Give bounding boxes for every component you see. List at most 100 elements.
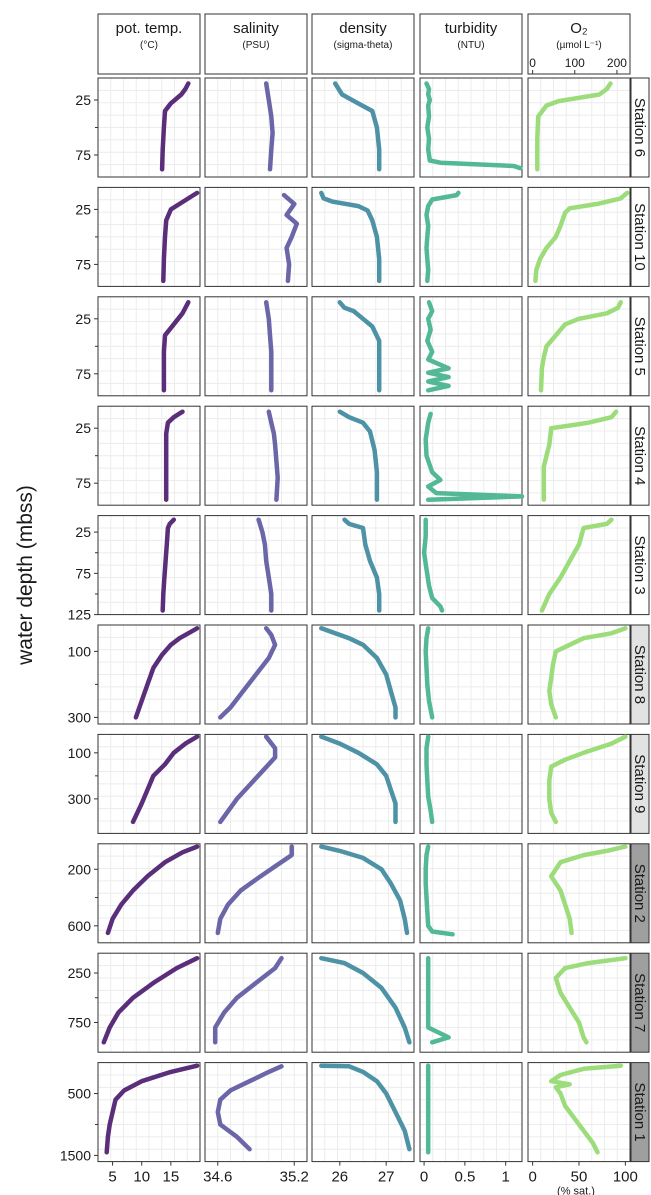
strip-station: Station 7	[630, 952, 650, 1053]
profile-line	[263, 81, 275, 172]
x-tick-label: 50	[571, 1169, 588, 1186]
station-label: Station 3	[631, 535, 648, 594]
header-dens: density (sigma-theta)	[311, 13, 415, 75]
profile-line	[424, 190, 461, 284]
profile-line	[215, 844, 294, 936]
x-axis-dens: 26 27	[331, 1161, 395, 1186]
panel-o2	[527, 624, 631, 725]
y-axis: 500 1500	[60, 1086, 98, 1163]
header-o2: O₂ (µmol L⁻¹) 0 100 200	[527, 13, 631, 75]
panel-o2	[527, 296, 631, 397]
profile-line	[535, 81, 613, 172]
y-axis: 100 300	[68, 643, 98, 725]
x-tick-label: 0	[528, 1169, 536, 1186]
y-axis-title: water depth (mbss)	[14, 485, 37, 666]
header-label: turbidity	[445, 20, 498, 37]
strip-station: Station 1	[630, 1062, 650, 1163]
profile-line	[553, 955, 628, 1045]
header-unit: (µmol L⁻¹)	[556, 40, 601, 51]
x-axis-sal: 34.6 35.2	[203, 1161, 309, 1186]
strip-station: Station 8	[630, 624, 650, 725]
profile-line	[218, 734, 278, 825]
panel-o2	[527, 77, 631, 178]
panel-turb	[419, 733, 523, 834]
station-label: Station 9	[631, 754, 648, 813]
y-tick-label: 25	[75, 420, 91, 436]
panel-sal	[204, 186, 308, 287]
panel-temp	[97, 405, 201, 506]
profile-line	[421, 517, 445, 613]
y-tick-label: 25	[75, 201, 91, 217]
y-tick-label: 125	[68, 607, 92, 623]
y-tick-label: 250	[68, 965, 92, 981]
panel-dens	[311, 296, 415, 397]
depth-axes: 25 75 25 75 25 75 25 75 25 75 125 100 300 100 300 200 60…	[60, 92, 98, 1163]
profile-line	[337, 300, 382, 393]
y-tick-label: 1500	[60, 1147, 91, 1163]
y-tick-label: 750	[68, 1015, 92, 1031]
profile-line	[539, 517, 614, 613]
y-axis: 25 75	[75, 92, 98, 163]
y-axis: 25 75 125	[68, 524, 98, 623]
y-axis: 25 75	[75, 420, 98, 491]
y-tick-label: 75	[75, 147, 91, 163]
x-axis-turb: 0 0.5 1	[420, 1161, 510, 1186]
profile-line	[212, 955, 284, 1045]
y-tick-label: 75	[75, 256, 91, 272]
x-tick-label: 100	[613, 1169, 638, 1186]
profile-line	[319, 626, 398, 720]
profile-line	[319, 1063, 412, 1152]
panel-o2	[527, 405, 631, 506]
header-unit: (°C)	[140, 40, 158, 51]
x-tick-label: 34.6	[203, 1169, 232, 1186]
strip-station: Station 6	[630, 77, 650, 178]
panel-turb	[419, 952, 523, 1053]
panel-turb	[419, 405, 525, 506]
panel-temp	[97, 1062, 201, 1163]
panel-o2	[527, 1062, 631, 1163]
panel-temp	[97, 624, 201, 725]
x-tick-label: 15	[163, 1169, 180, 1186]
panel-temp	[97, 952, 201, 1053]
y-tick-label: 200	[68, 861, 92, 877]
panel-temp	[97, 733, 201, 834]
y-tick-label: 600	[68, 918, 92, 934]
profile-line	[130, 734, 200, 825]
profile-line	[342, 517, 382, 613]
header-label: O₂	[570, 20, 588, 37]
x-tick-label: 0	[420, 1169, 428, 1186]
panel-turb	[419, 296, 523, 397]
value-axes: 5 10 15 34.6 35.2 26 27 0 0.5 1 0 50 100(% sat.)	[108, 1161, 638, 1195]
panel-o2	[527, 843, 631, 944]
x-tick-label: 27	[378, 1169, 395, 1186]
y-axis: 100 300	[68, 745, 98, 807]
strip-station: Station 3	[630, 515, 650, 616]
strip-station: Station 10	[630, 186, 650, 287]
profile-line	[281, 192, 300, 284]
profile-line	[159, 81, 191, 172]
station-label: Station 6	[631, 98, 648, 157]
profile-panels	[97, 77, 631, 1163]
panel-turb	[419, 77, 523, 178]
column-headers: pot. temp. (°C) salinity (PSU) density (sigma…	[97, 13, 631, 75]
top-tick-label: 100	[565, 56, 585, 70]
y-tick-label: 500	[68, 1086, 92, 1102]
profile-line	[161, 300, 191, 393]
x-tick-label: 35.2	[280, 1169, 309, 1186]
profile-line	[104, 1063, 200, 1155]
header-sal: salinity (PSU)	[204, 13, 308, 75]
x-tick-label: 26	[331, 1169, 348, 1186]
x-axis-note: (% sat.)	[557, 1186, 595, 1195]
profile-line	[332, 81, 382, 172]
panel-dens	[311, 733, 415, 834]
profile-line	[337, 409, 380, 502]
panel-temp	[97, 186, 201, 287]
profile-line	[547, 626, 628, 720]
station-label: Station 7	[631, 973, 648, 1032]
profile-line	[319, 955, 412, 1045]
x-tick-label: 1	[502, 1169, 510, 1186]
panel-o2	[527, 186, 631, 287]
panel-dens	[311, 1062, 415, 1163]
y-tick-label: 100	[68, 745, 92, 761]
profile-line	[423, 411, 525, 502]
